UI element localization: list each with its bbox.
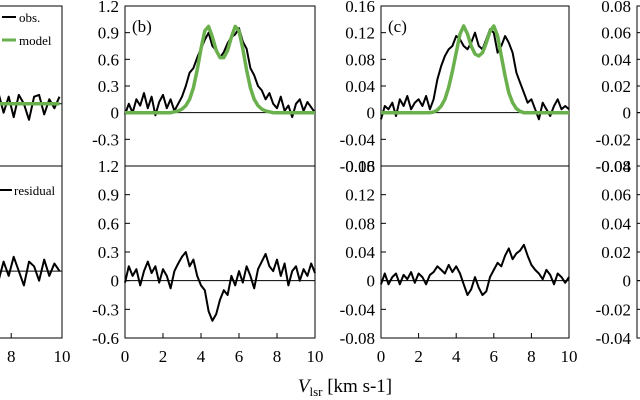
panel-d-bottom-ytick-label: 0.08: [601, 157, 631, 176]
panel-c-bottom-ytick-label: 0.16: [345, 157, 375, 176]
panel-b-xtick-label: 10: [307, 347, 324, 366]
panel-a-bottom-obs-line: [0, 255, 61, 287]
legend-obs-label: obs.: [19, 10, 40, 25]
panel-d-bottom-ytick-label: -0.02: [596, 300, 631, 319]
panel-b-top-ytick-label: 0.9: [98, 24, 119, 43]
panel-c-bottom-ytick-label: 0: [367, 272, 376, 291]
panel-b-tag: (b): [132, 17, 152, 36]
panel-a-bottom-frame: [0, 165, 63, 339]
panel-a-model-line: [0, 102, 60, 106]
panel-d-bottom-ytick-label: 0.04: [601, 214, 631, 233]
panel-c-bottom-ytick-label: -0.08: [340, 329, 375, 348]
panel-b-bottom-frame: [124, 165, 316, 339]
panel-b-bottom-ytick-label: 0: [111, 272, 120, 291]
panel-c-xtick-label: 6: [490, 347, 499, 366]
panel-b-top-ytick-label: -0.3: [92, 130, 119, 149]
panel-c-bottom-ytick-label: 0.08: [345, 214, 375, 233]
panel-d-top-ytick-label: 0: [623, 104, 632, 123]
panel-a-top-obs-line: [0, 93, 61, 121]
panel-d-bottom-ytick-label: 0.02: [601, 243, 631, 262]
legend-model-label: model: [19, 33, 52, 48]
panel-c-bottom-ytick-label: -0.04: [340, 300, 376, 319]
panel-b-xtick-label: 0: [121, 347, 130, 366]
panel-b-bottom-obs-line: [124, 251, 316, 322]
panel-c-top-ytick-label: 0.12: [345, 24, 375, 43]
panel-b-xtick-label: 4: [197, 347, 206, 366]
panel-d-top-ytick-label: 0.04: [601, 50, 631, 69]
panel-c-top-ytick-label: 0.16: [345, 0, 375, 16]
panel-b-top-ytick-label: 0: [111, 104, 120, 123]
panel-b-top-ytick-label: 0.6: [98, 50, 119, 69]
panel-b-top-ytick-label: 0.3: [98, 77, 119, 96]
panel-c-xtick-label: 4: [452, 347, 461, 366]
panel-c-top-ytick-label: -0.08: [340, 157, 375, 176]
panel-c-top-frame: [380, 5, 570, 167]
panel-a-top-frame: [0, 5, 63, 167]
panel-c-top-ytick-label: 0: [367, 104, 376, 123]
panel-c-bottom-frame: [380, 165, 570, 339]
panel-b-bottom-ytick-label: 1.2: [98, 157, 119, 176]
panel-c-xtick-label: 10: [561, 347, 578, 366]
panel-d-top-ytick-label: -0.02: [596, 130, 631, 149]
panel-c-top-obs-line: [380, 28, 570, 121]
panel-c-bottom-obs-line: [380, 243, 570, 296]
panel-d-bottom-ytick-label: 0: [623, 272, 632, 291]
panel-c-bottom-ytick-label: 0.04: [345, 243, 375, 262]
x-axis-title: Vlsr [km s-1]: [298, 376, 392, 399]
panel-b-bottom-ytick-label: 0.3: [98, 243, 119, 262]
x-axis-title-unit: [km s-1]: [322, 376, 392, 397]
panel-c-top-ytick-label: -0.04: [340, 130, 376, 149]
panel-b-bottom-ytick-label: -0.6: [92, 329, 119, 348]
panel-b-top-frame: [124, 5, 316, 167]
panel-a-xtick-label: 10: [54, 347, 71, 366]
panel-d-top-ytick-label: 0.08: [601, 0, 631, 16]
panel-b-xtick-label: 6: [235, 347, 244, 366]
panel-c-xtick-label: 8: [527, 347, 536, 366]
panel-b-xtick-label: 2: [159, 347, 168, 366]
panel-a-xtick-label: 8: [7, 347, 16, 366]
x-axis-title-prefix: V: [298, 376, 312, 397]
legend: obs. model residual: [0, 10, 56, 198]
panel-b-bottom-ytick-label: 0.6: [98, 214, 119, 233]
panel-b-bottom-ytick-label: 0.9: [98, 186, 119, 205]
panel-d-bottom-ytick-label: 0.06: [601, 186, 631, 205]
panel-b-top-ytick-label: 1.2: [98, 0, 119, 16]
panel-c-xtick-label: 0: [377, 347, 386, 366]
panel-c-bottom-ytick-label: 0.12: [345, 186, 375, 205]
legend-residual-label: residual: [14, 183, 56, 198]
panel-b-top-obs-line: [124, 27, 316, 119]
panel-c-model-line: [381, 24, 569, 115]
panel-c-top-ytick-label: 0.04: [345, 77, 375, 96]
panel-c-top-ytick-label: 0.08: [345, 50, 375, 69]
panel-b-bottom-ytick-label: -0.3: [92, 300, 119, 319]
panel-b-model-line: [125, 24, 315, 115]
panel-c-xtick-label: 2: [414, 347, 423, 366]
panel-d-bottom-ytick-label: -0.04: [596, 329, 632, 348]
panel-d-top-ytick-label: -0.04: [596, 157, 632, 176]
panel-b-xtick-label: 8: [273, 347, 282, 366]
x-axis-title-subscript: lsr: [309, 384, 323, 399]
panel-d-top-ytick-label: 0.02: [601, 77, 631, 96]
panel-d-top-ytick-label: 0.06: [601, 24, 631, 43]
panel-c-tag: (c): [388, 17, 407, 36]
